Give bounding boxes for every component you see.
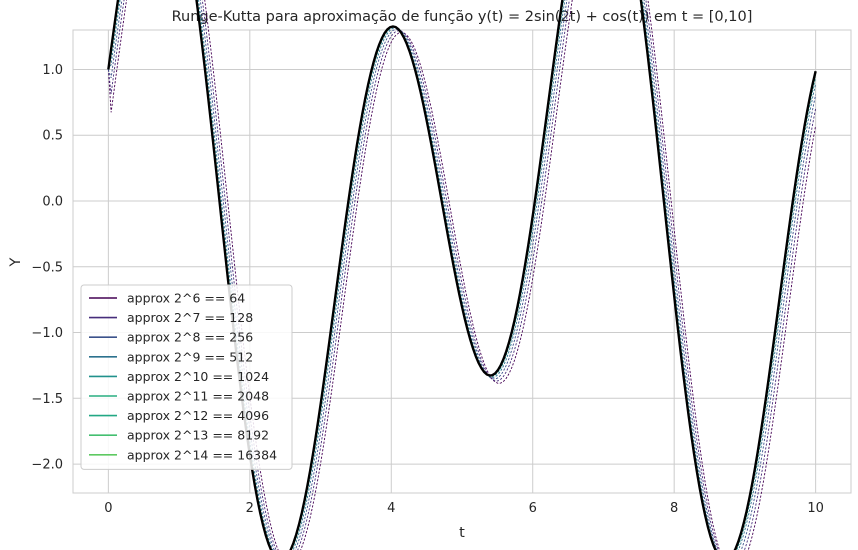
legend-entry: approx 2^13 == 8192 bbox=[127, 428, 269, 443]
x-tick-label: 6 bbox=[529, 501, 537, 516]
y-tick-label: −2.0 bbox=[31, 458, 63, 473]
chart-title: Runge-Kutta para aproximação de função y… bbox=[172, 9, 753, 25]
y-tick-label: −1.5 bbox=[31, 392, 63, 407]
series-line bbox=[107, 0, 817, 550]
x-tick-label: 4 bbox=[387, 501, 395, 516]
curves bbox=[107, 0, 817, 550]
x-tick-label: 10 bbox=[807, 501, 824, 516]
series-line bbox=[107, 0, 817, 550]
y-tick-label: −0.5 bbox=[31, 260, 63, 275]
y-axis-label: Y bbox=[8, 257, 24, 267]
series-line bbox=[107, 0, 817, 550]
y-tick-label: 0.5 bbox=[42, 129, 63, 144]
legend-entry: approx 2^14 == 16384 bbox=[127, 447, 277, 462]
legend-entry: approx 2^6 == 64 bbox=[127, 291, 245, 306]
exact-curve-line bbox=[107, 0, 817, 550]
legend-entry: approx 2^11 == 2048 bbox=[127, 389, 269, 404]
x-tick-label: 8 bbox=[670, 501, 678, 516]
legend: approx 2^6 == 64 approx 2^7 == 128 approx … bbox=[80, 284, 293, 470]
y-tick-label: 1.0 bbox=[42, 63, 63, 78]
y-tick-label: −1.0 bbox=[31, 326, 63, 341]
x-tick-label: 2 bbox=[246, 501, 254, 516]
series-line bbox=[107, 0, 817, 550]
x-axis-label: t bbox=[459, 525, 465, 541]
y-tick-label: 0.0 bbox=[42, 194, 63, 209]
legend-entry: approx 2^12 == 4096 bbox=[127, 408, 269, 423]
legend-entry: approx 2^9 == 512 bbox=[127, 349, 253, 364]
legend-box bbox=[80, 284, 293, 470]
legend-entry: approx 2^7 == 128 bbox=[127, 310, 253, 325]
x-tick-label: 0 bbox=[104, 501, 112, 516]
legend-entry: approx 2^10 == 1024 bbox=[127, 369, 269, 384]
tick-labels: 0 2 4 6 8 10 1.0 0.5 0.0 −0.5 −1.0 −1.5 −2.0 bbox=[31, 63, 823, 516]
legend-entry: approx 2^8 == 256 bbox=[127, 330, 253, 345]
